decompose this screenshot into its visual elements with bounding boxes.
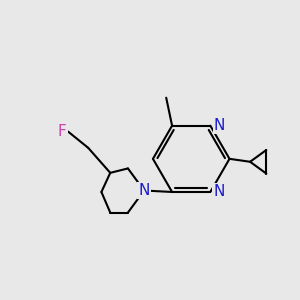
Text: N: N [138, 183, 150, 198]
Text: N: N [214, 118, 225, 133]
Text: N: N [213, 184, 225, 200]
Text: F: F [58, 124, 67, 139]
